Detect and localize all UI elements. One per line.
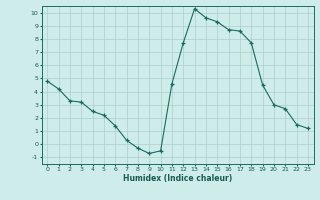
X-axis label: Humidex (Indice chaleur): Humidex (Indice chaleur) xyxy=(123,174,232,183)
